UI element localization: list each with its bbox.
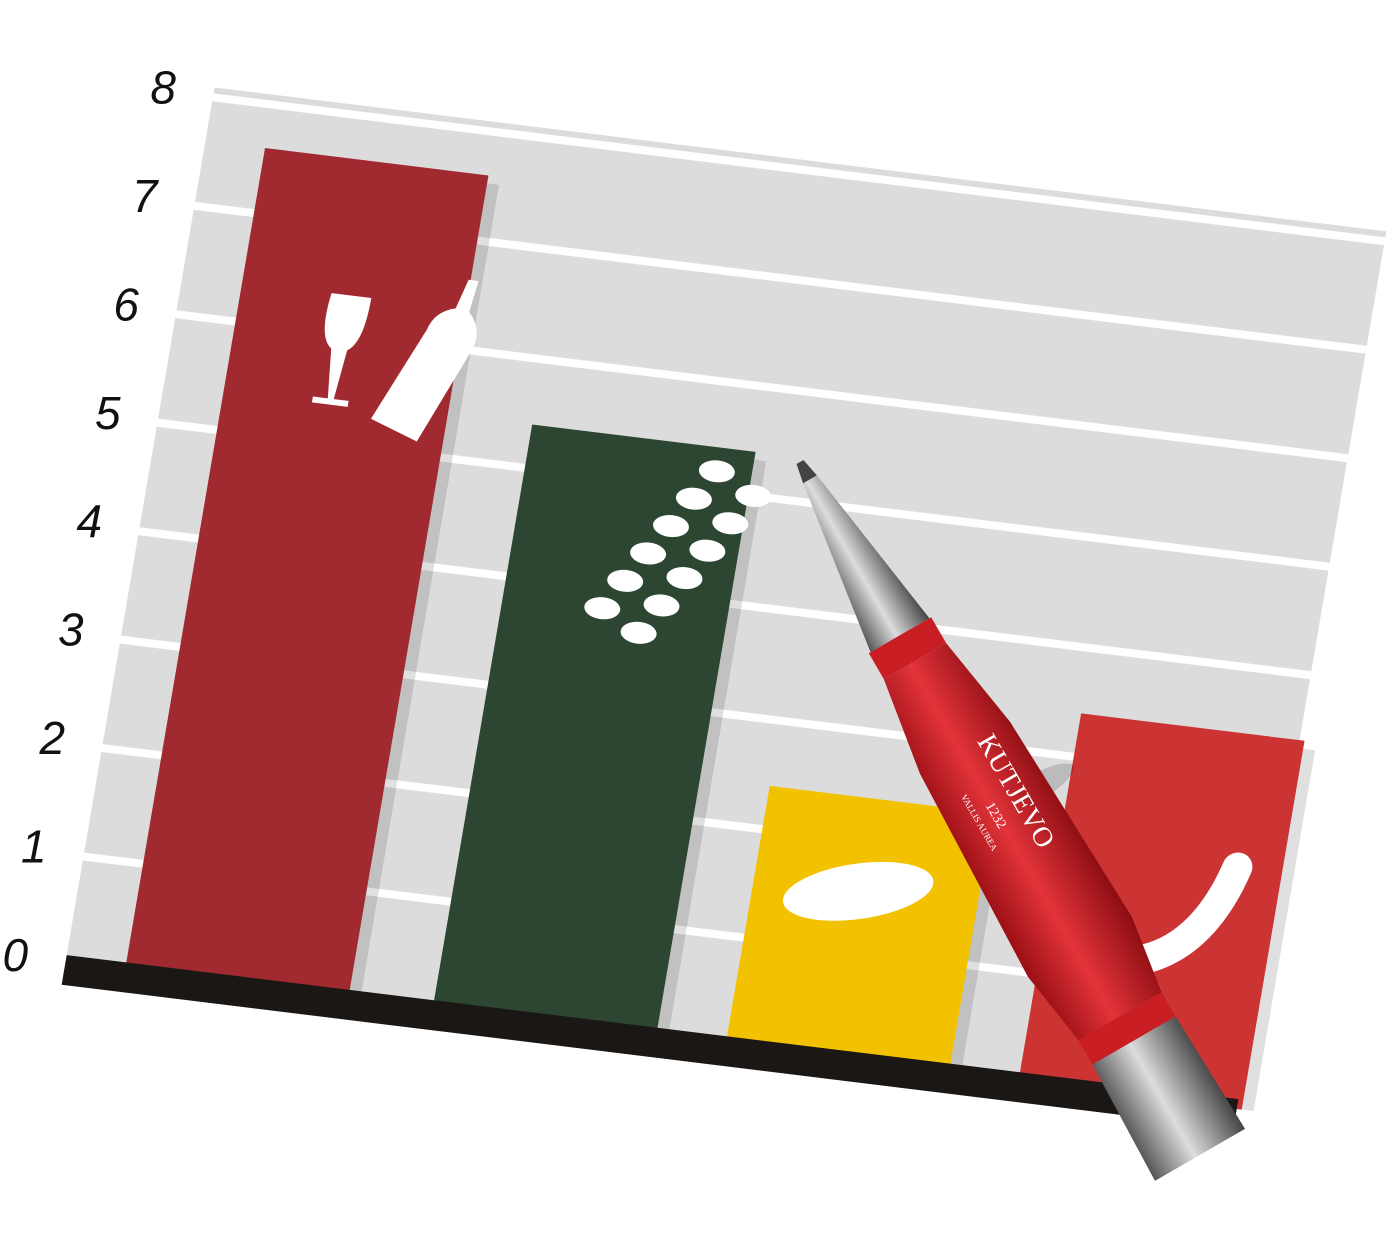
y-tick-label: 4 (76, 495, 102, 547)
grain-icon (675, 487, 712, 510)
grain-icon (735, 484, 772, 507)
plot-area (61, 87, 1387, 1129)
grain-icon (698, 460, 735, 483)
y-tick-label: 5 (95, 387, 121, 439)
baseline (61, 955, 1239, 1129)
grid-line (212, 93, 1386, 246)
y-tick-label: 8 (150, 61, 176, 113)
pen: KUTJEVO 1232 VALLIS AUREA (796, 460, 1246, 1181)
bar (124, 148, 489, 1000)
bar (725, 785, 994, 1074)
bread-icon (782, 861, 934, 921)
grain-icon (630, 542, 667, 565)
grain-icon (620, 621, 657, 644)
y-tick-label: 7 (132, 170, 159, 222)
grain-icon (643, 594, 680, 617)
y-tick-label: 0 (3, 929, 29, 981)
grain-icon (712, 512, 749, 535)
grain-icon (584, 597, 621, 620)
grain-icon (607, 569, 644, 592)
grain-icon (666, 566, 703, 590)
wine-icon (311, 279, 479, 442)
y-tick-label: 6 (113, 278, 139, 330)
grain-icon (653, 515, 689, 538)
y-tick-label: 3 (58, 604, 84, 656)
grain-icon (689, 539, 726, 562)
y-tick-label: 2 (39, 712, 66, 764)
y-tick-label: 1 (21, 821, 47, 873)
